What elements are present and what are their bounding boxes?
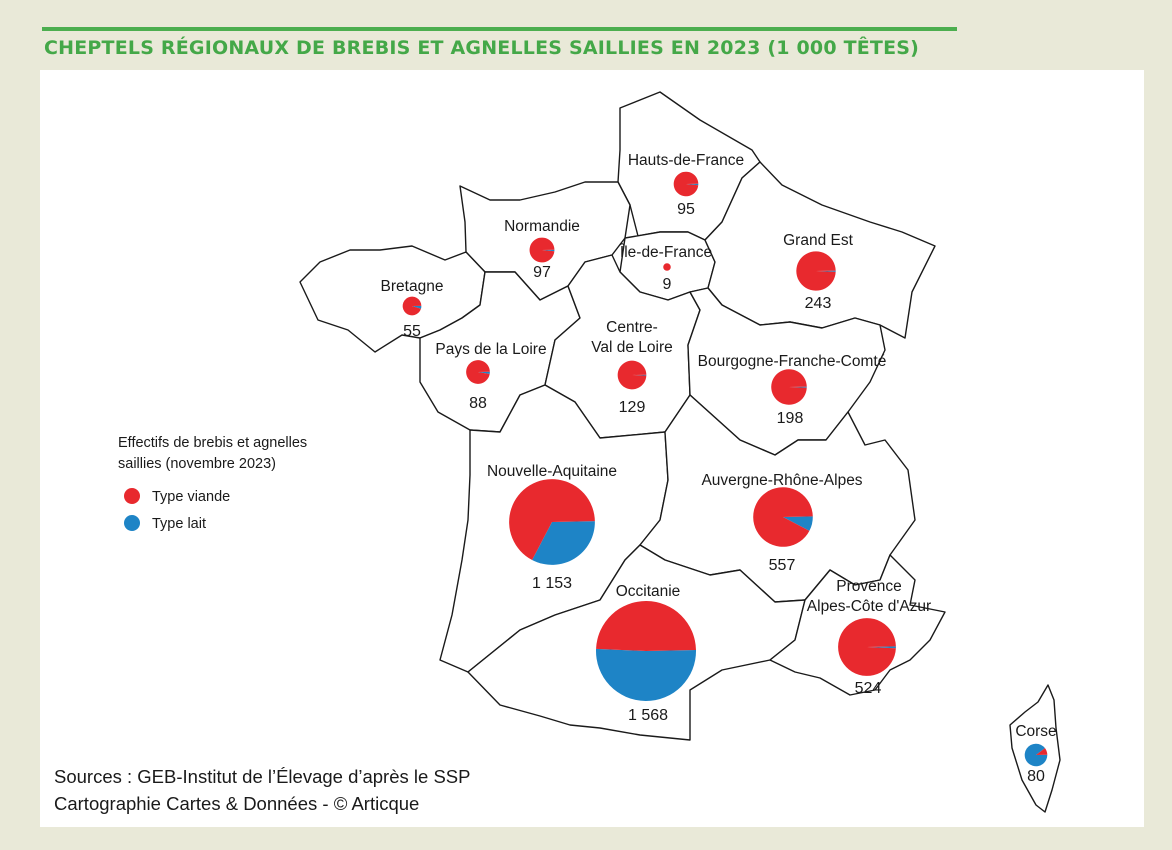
legend-title-1: Effectifs de brebis et agnelles	[118, 435, 307, 451]
label-ile-de-france: Île-de-France	[619, 244, 712, 261]
region-shapes	[299, 91, 1061, 813]
pie-viande-hauts-de-france	[673, 171, 699, 197]
map-title: CHEPTELS RÉGIONAUX DE BREBIS ET AGNELLES…	[44, 37, 920, 59]
label-pays-de-la-loire: Pays de la Loire	[435, 341, 546, 358]
pie-viande-grand-est	[796, 251, 836, 291]
label-nouvelle-aquitaine: Nouvelle-Aquitaine	[487, 463, 617, 480]
region-pies	[402, 171, 1048, 767]
sources-line-2: Cartographie Cartes & Données - © Articq…	[54, 793, 420, 814]
pie-viande-ile-de-france	[663, 263, 671, 271]
pie-viande-bretagne	[402, 296, 422, 316]
pie-lait-corse	[1024, 743, 1048, 767]
label-hauts-de-france: Hauts-de-France	[628, 152, 744, 169]
pie-viande-centre-val-de-loire	[617, 360, 647, 390]
pie-lait-grand-est	[816, 270, 836, 272]
pie-lait-nouvelle-aquitaine	[532, 521, 595, 565]
label-provence-1: Provence	[836, 578, 901, 595]
pie-lait-provence-alpes-cote-d-azur	[867, 646, 896, 649]
pie-lait-auvergne-rhone-alpes	[783, 516, 813, 531]
legend-swatch-viande	[124, 488, 140, 504]
pie-lait-pays-de-la-loire	[478, 371, 490, 374]
pie-lait-bourgogne-franche-comte	[789, 386, 807, 388]
region-labels: Hauts-de-France 95 Normandie 97 Île-de-F…	[381, 152, 1057, 785]
pie-viande-pays-de-la-loire	[466, 360, 490, 384]
value-hauts-de-france: 95	[677, 201, 695, 218]
legend-title-2: saillies (novembre 2023)	[118, 456, 276, 472]
label-bourgogne-franche-comte: Bourgogne-Franche-Comté	[698, 353, 887, 370]
legend-label-viande: Type viande	[152, 489, 230, 505]
pie-lait-centre-val-de-loire	[632, 374, 647, 376]
sources: Sources : GEB-Institut de l’Élevage d’ap…	[54, 763, 470, 817]
value-bourgogne-franche-comte: 198	[777, 410, 804, 427]
label-bretagne: Bretagne	[381, 278, 444, 295]
sources-line-1: Sources : GEB-Institut de l’Élevage d’ap…	[54, 766, 471, 787]
title-rule	[42, 27, 957, 31]
label-corse: Corse	[1015, 723, 1056, 740]
label-occitanie: Occitanie	[616, 583, 681, 600]
value-corse: 80	[1027, 768, 1045, 785]
label-centre-val-de-loire-2: Val de Loire	[591, 339, 673, 356]
pie-viande-normandie	[529, 237, 555, 263]
value-grand-est: 243	[805, 295, 832, 312]
pie-viande-provence-alpes-cote-d-azur	[838, 618, 896, 676]
value-occitanie: 1 568	[628, 707, 668, 724]
value-provence-alpes-cote-d-azur: 524	[855, 680, 882, 697]
label-auvergne-rhone-alpes: Auvergne-Rhône-Alpes	[701, 472, 862, 489]
value-nouvelle-aquitaine: 1 153	[532, 575, 572, 592]
pie-viande-bourgogne-franche-comte	[771, 369, 807, 405]
pie-viande-corse	[1036, 748, 1048, 755]
pie-lait-occitanie	[596, 648, 696, 701]
label-provence-2: Alpes-Côte d'Azur	[807, 598, 931, 615]
value-bretagne: 55	[403, 323, 421, 340]
value-normandie: 97	[533, 264, 551, 281]
pie-lait-bretagne	[412, 305, 422, 309]
label-normandie: Normandie	[504, 218, 580, 235]
legend: Effectifs de brebis et agnelles saillies…	[118, 435, 307, 532]
value-pays-de-la-loire: 88	[469, 395, 487, 412]
pie-lait-hauts-de-france	[686, 183, 699, 186]
legend-swatch-lait	[124, 515, 140, 531]
pie-viande-auvergne-rhone-alpes	[753, 487, 813, 547]
label-grand-est: Grand Est	[783, 232, 853, 249]
value-centre-val-de-loire: 129	[619, 399, 646, 416]
pie-lait-normandie	[542, 249, 555, 252]
pie-viande-occitanie	[596, 600, 696, 651]
value-auvergne-rhone-alpes: 557	[769, 557, 796, 574]
legend-label-lait: Type lait	[152, 516, 206, 532]
pie-viande-nouvelle-aquitaine	[509, 479, 595, 560]
value-ile-de-france: 9	[663, 276, 672, 293]
label-centre-val-de-loire-1: Centre-	[606, 319, 658, 336]
